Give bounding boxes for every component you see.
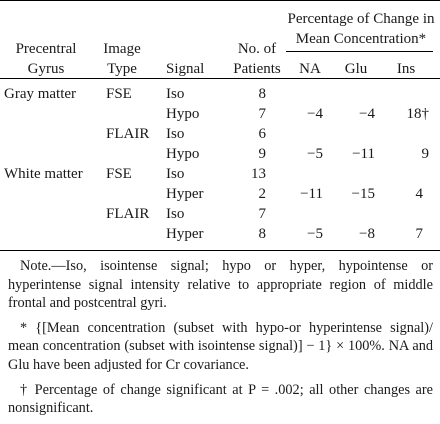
cell-na: −5 bbox=[307, 146, 323, 162]
cell-signal: Iso bbox=[166, 166, 185, 182]
cell-glu: −15 bbox=[351, 186, 375, 202]
cell-signal: Hyper bbox=[166, 186, 204, 202]
cell-patients: 6 bbox=[258, 126, 267, 142]
cell-na: −5 bbox=[307, 226, 323, 242]
cell-signal: Iso bbox=[166, 126, 185, 142]
header-gyrus-line2: Gyrus bbox=[27, 61, 65, 77]
cell-na: −11 bbox=[300, 186, 323, 202]
header-percentage-change-line1: Percentage of Change in bbox=[287, 11, 435, 27]
header-patients-line1: No. of bbox=[237, 41, 277, 57]
cell-patients: 7 bbox=[258, 106, 267, 122]
cell-image-type: FSE bbox=[106, 166, 132, 182]
cell-patients: 8 bbox=[258, 86, 267, 102]
table-bottom-rule bbox=[0, 250, 440, 251]
cell-glu: −11 bbox=[352, 146, 375, 162]
cell-image-type: FLAIR bbox=[106, 206, 150, 222]
cell-signal: Hypo bbox=[166, 106, 200, 122]
cell-patients: 7 bbox=[258, 206, 267, 222]
cell-gyrus: White matter bbox=[4, 166, 83, 182]
cell-ins: 4 bbox=[415, 186, 424, 202]
cell-patients: 13 bbox=[251, 166, 266, 182]
header-percentage-change: Percentage of Change in Mean Concentrati… bbox=[284, 9, 438, 49]
footnote-abbreviations: Note.—Iso, isointense signal; hypo or hy… bbox=[8, 258, 433, 312]
footnote-asterisk: * {[Mean concentration (subset with hypo… bbox=[8, 319, 433, 373]
header-gyrus-line1: Precentral bbox=[15, 41, 77, 57]
header-ins: Ins bbox=[396, 61, 416, 77]
header-signal: Signal bbox=[166, 61, 205, 77]
header-image-type-line1: Image bbox=[103, 41, 141, 57]
table-footnotes: Note.—Iso, isointense signal; hypo or hy… bbox=[8, 257, 433, 424]
cell-image-type: FSE bbox=[106, 86, 132, 102]
cell-patients: 8 bbox=[258, 226, 267, 242]
cell-ins: 18† bbox=[406, 106, 430, 122]
header-image-type-line2: Type bbox=[107, 61, 137, 77]
cell-signal: Hyper bbox=[166, 226, 204, 242]
cell-glu: −4 bbox=[359, 106, 375, 122]
header-patients: No. of Patients bbox=[224, 39, 290, 79]
cell-signal: Iso bbox=[166, 206, 185, 222]
header-na: NA bbox=[299, 61, 321, 77]
header-percentage-change-line2: Mean Concentration* bbox=[295, 31, 427, 47]
cell-gyrus: Gray matter bbox=[4, 86, 77, 102]
cell-glu: −8 bbox=[359, 226, 375, 242]
cell-na: −4 bbox=[307, 106, 323, 122]
cell-image-type: FLAIR bbox=[106, 126, 150, 142]
table-header-rule bbox=[0, 78, 440, 79]
header-span-rule bbox=[286, 51, 433, 52]
table-top-rule bbox=[0, 0, 440, 1]
cell-ins: 7 bbox=[415, 226, 424, 242]
header-glu: Glu bbox=[344, 61, 368, 77]
cell-patients: 2 bbox=[258, 186, 267, 202]
header-image-type: Image Type bbox=[92, 39, 152, 79]
cell-signal: Iso bbox=[166, 86, 185, 102]
cell-signal: Hypo bbox=[166, 146, 200, 162]
footnote-dagger: † Percentage of change significant at P … bbox=[8, 381, 433, 417]
header-patients-line2: Patients bbox=[233, 61, 281, 77]
cell-patients: 9 bbox=[258, 146, 267, 162]
cell-ins: 9 bbox=[421, 146, 430, 162]
header-gyrus: Precentral Gyrus bbox=[4, 39, 88, 79]
